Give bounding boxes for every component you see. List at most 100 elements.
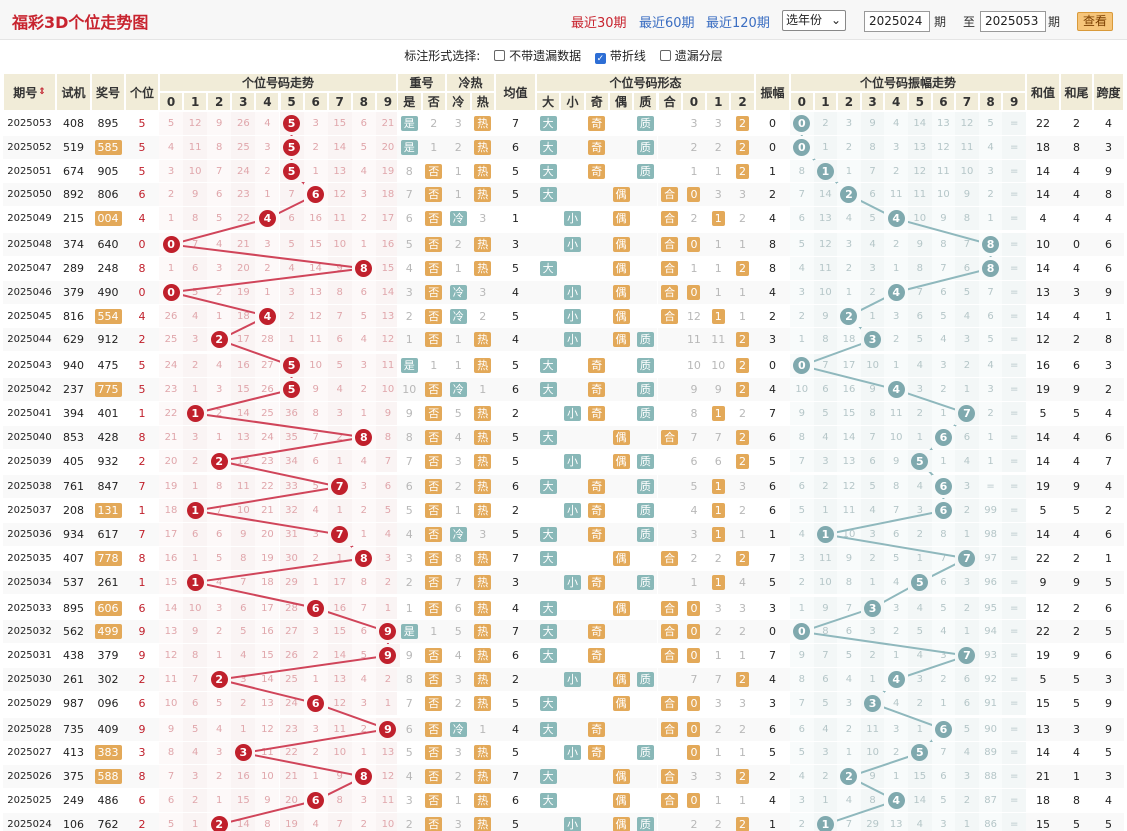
trial-cell: 394: [56, 401, 91, 425]
amp-miss: 10: [790, 378, 814, 401]
avg-cell: 2: [495, 499, 536, 523]
amp-miss: 8: [884, 475, 908, 499]
prize-number: 912: [97, 333, 119, 347]
avg-cell: 5: [495, 354, 536, 378]
form-cell: 大: [536, 691, 561, 715]
hot-miss: 3: [479, 528, 487, 542]
mod-badge: 2: [736, 163, 750, 179]
form-cell: 3: [730, 183, 755, 207]
repeat-no-cell: 否: [421, 475, 446, 499]
amp-miss: 9: [955, 183, 979, 207]
repeat-miss: 8: [405, 164, 413, 178]
amp-miss: 7: [978, 280, 1003, 304]
checkbox-checked-icon[interactable]: ✓: [594, 53, 606, 64]
mod-badge: 0: [687, 237, 701, 253]
checkbox-icon[interactable]: [659, 50, 671, 61]
option-miss-layer[interactable]: 遗漏分层: [659, 47, 723, 64]
form-cell: [584, 596, 609, 620]
form-sub-header: 偶: [608, 92, 634, 111]
amp-ball-number: 3: [864, 599, 882, 617]
form-badge: 质: [636, 816, 654, 831]
hot-badge: 热: [474, 550, 492, 566]
sort-icon[interactable]: ⇕: [38, 87, 46, 97]
repeat-miss: 1: [430, 625, 438, 639]
trend-miss: 16: [231, 765, 256, 789]
to-issue-input[interactable]: 2025053: [980, 11, 1046, 32]
trend-ball: 8: [351, 256, 376, 280]
trend-ball-number: 2: [210, 331, 228, 349]
form-badge: 偶: [612, 332, 630, 348]
avg-cell: 5: [495, 183, 536, 207]
repeat-yes-cell: 5: [397, 233, 422, 256]
view-button[interactable]: 查看: [1077, 12, 1113, 31]
amp-miss: 11: [884, 401, 908, 425]
option-no-miss[interactable]: 不带遗漏数据: [494, 47, 581, 64]
prize-cell: 606: [91, 596, 125, 620]
trend-miss: 19: [231, 280, 256, 304]
form-cell: 奇: [584, 741, 609, 765]
trend-miss: 2: [183, 354, 208, 378]
amp-miss: 7: [908, 280, 932, 304]
recent-60-link[interactable]: 最近60期: [639, 16, 695, 31]
year-select[interactable]: 选年份 ⌄: [782, 10, 846, 31]
trend-miss: 2: [279, 304, 304, 328]
form-cell: 4: [681, 499, 707, 523]
issue-cell: 2025032: [3, 620, 56, 644]
amp-digit-header: 5: [908, 92, 932, 111]
trend-miss: 5: [279, 233, 304, 256]
trial-cell: 892: [56, 183, 91, 207]
amp-miss: 12: [813, 233, 838, 256]
amp-miss: 2: [837, 135, 861, 159]
form-cell: [633, 280, 658, 304]
trial-cell: 438: [56, 644, 91, 668]
checkbox-icon[interactable]: [494, 50, 506, 61]
amp-miss: 7: [931, 741, 956, 765]
amp-miss: 10: [884, 425, 908, 449]
form-badge: 大: [539, 721, 557, 737]
mod-miss: 1: [739, 309, 747, 323]
avg-cell: 4: [495, 717, 536, 741]
form-cell: [608, 523, 634, 546]
recent-120-link[interactable]: 最近120期: [706, 16, 770, 31]
cold-badge: 冷: [449, 308, 467, 324]
prize-cell: 096: [91, 691, 125, 715]
form-cell: 6: [706, 449, 731, 473]
issue-cell: 2025034: [3, 570, 56, 594]
trend-miss: 6: [279, 207, 304, 231]
repeat-no-cell: 否: [421, 499, 446, 523]
mod-miss: 3: [714, 770, 722, 784]
amp-miss: 2: [837, 256, 861, 280]
amp-miss: =: [1002, 183, 1026, 207]
mod-miss: 2: [714, 817, 722, 831]
amp-miss: 8: [813, 328, 838, 352]
avg-cell: 2: [495, 401, 536, 425]
hot-miss: 1: [454, 359, 462, 373]
from-issue-input[interactable]: 2025024: [864, 11, 930, 32]
amp-miss: 11: [908, 183, 932, 207]
form-cell: [633, 717, 658, 741]
amp-cell: 1: [755, 813, 790, 831]
avg-cell: 2: [495, 668, 536, 691]
hot-miss: 5: [454, 625, 462, 639]
form-cell: 质: [633, 499, 658, 523]
form-badge: 质: [636, 163, 654, 179]
option-polyline[interactable]: ✓ 带折线: [594, 47, 646, 64]
amp-cell: 4: [755, 378, 790, 401]
form-cell: 1: [706, 789, 731, 813]
hot-cell: 热: [470, 159, 495, 183]
trend-miss: 23: [159, 378, 184, 401]
repeat-no-cell: 否: [421, 691, 446, 715]
trend-miss: 5: [183, 717, 208, 741]
unit-cell: 7: [125, 523, 159, 546]
recent-30-link[interactable]: 最近30期: [571, 16, 627, 31]
trend-ball: 1: [183, 401, 208, 425]
form-badge: 质: [636, 527, 654, 543]
trend-miss: 24: [231, 159, 256, 183]
prize-cell: 640: [91, 233, 125, 256]
prize-number: 261: [97, 575, 119, 589]
amp-miss: 15: [908, 765, 932, 789]
form-badge: 小: [563, 671, 581, 687]
hot-cell: 热: [470, 328, 495, 352]
form-badge: 合: [661, 237, 679, 253]
amp-miss: 3: [813, 449, 838, 473]
